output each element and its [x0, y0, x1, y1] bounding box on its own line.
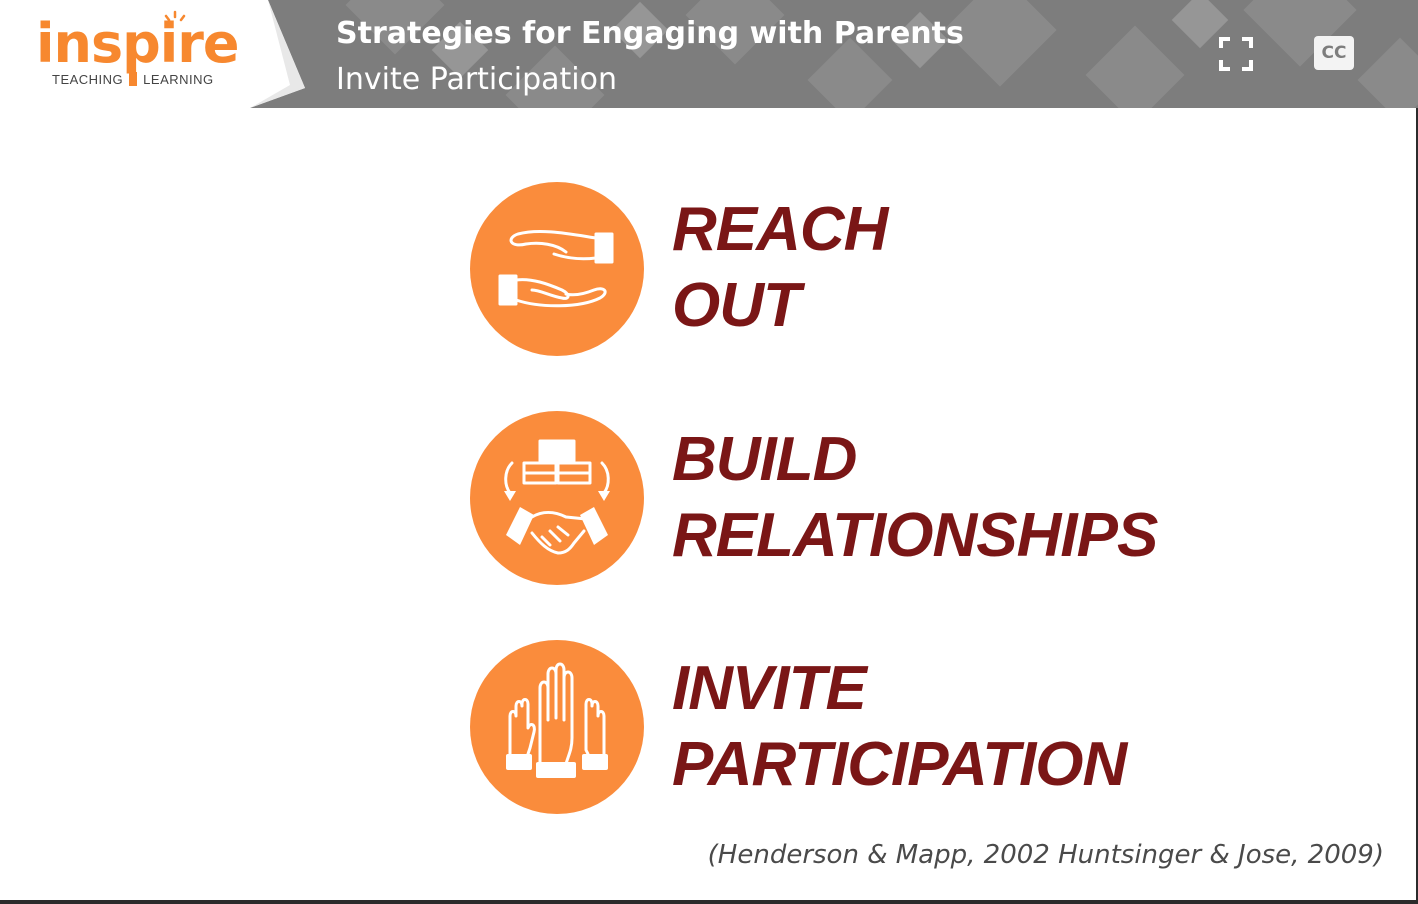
- logo-backdrop: [0, 0, 305, 108]
- header-pattern: [345, 0, 1418, 108]
- logo-tagline: TEACHING LEARNING: [52, 72, 214, 87]
- logo: inspire TEACHING LEARNING: [0, 0, 310, 108]
- slide-subtitle: Invite Participation: [336, 62, 617, 97]
- heading-line: RELATIONSHIPS: [672, 501, 1158, 570]
- logo-separator: [129, 72, 138, 86]
- logo-wordmark: inspire: [36, 12, 240, 75]
- heading-line: REACH: [672, 195, 888, 264]
- logo-tag-learning: LEARNING: [143, 72, 214, 87]
- sun-icon: [164, 10, 186, 22]
- frame-border: [0, 900, 1418, 904]
- raised-hands-icon: [470, 640, 644, 814]
- heading-invite-participation: INVITE PARTICIPATION: [672, 651, 1127, 803]
- heading-line: PARTICIPATION: [672, 730, 1127, 799]
- heading-line: INVITE: [672, 654, 867, 723]
- citation: (Henderson & Mapp, 2002 Huntsinger & Jos…: [707, 840, 1384, 870]
- heading-line: OUT: [672, 271, 801, 340]
- helping-hands-icon: [470, 182, 644, 356]
- heading-line: BUILD: [672, 425, 857, 494]
- heading-build-relationships: BUILD RELATIONSHIPS: [672, 422, 1158, 574]
- closed-captions-button[interactable]: CC: [1314, 36, 1354, 70]
- fullscreen-icon: [1219, 37, 1253, 71]
- frame-border: [1416, 108, 1418, 904]
- heading-reach-out: REACH OUT: [672, 192, 888, 344]
- fullscreen-button[interactable]: [1218, 36, 1254, 72]
- handshake-blocks-icon: [470, 411, 644, 585]
- slide-header: inspire TEACHING LEARNING Strategies for …: [0, 0, 1418, 108]
- logo-tag-teaching: TEACHING: [52, 72, 124, 87]
- slide-title: Strategies for Engaging with Parents: [336, 16, 964, 51]
